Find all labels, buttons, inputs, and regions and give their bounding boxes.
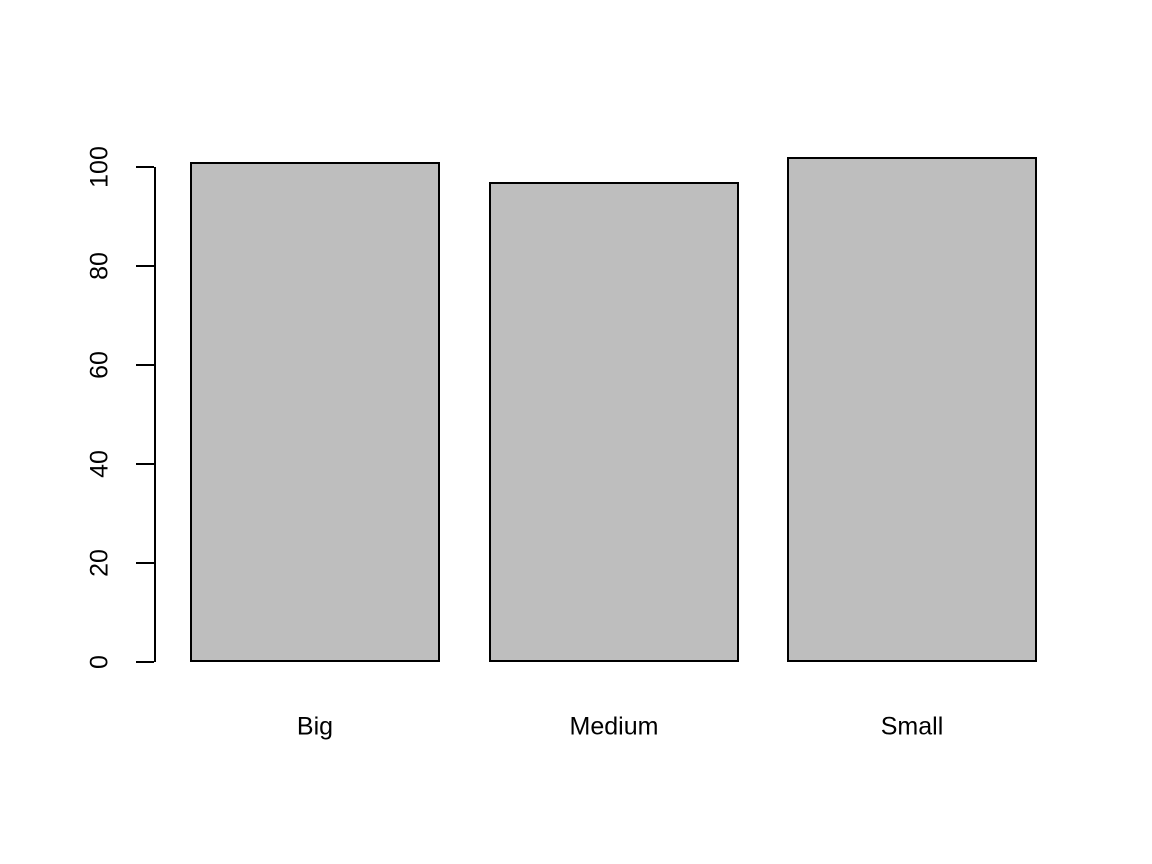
y-axis-tick bbox=[136, 265, 154, 267]
y-axis-tick-label: 100 bbox=[85, 146, 114, 188]
y-axis-tick bbox=[136, 166, 154, 168]
y-axis-tick-label: 60 bbox=[85, 351, 114, 379]
bar-big bbox=[190, 162, 440, 662]
x-axis-category-label: Small bbox=[880, 712, 944, 741]
y-axis-line bbox=[154, 167, 156, 662]
bar-small bbox=[787, 157, 1037, 662]
y-axis-tick-label: 0 bbox=[85, 655, 114, 669]
y-axis-tick bbox=[136, 463, 154, 465]
y-axis-tick-label: 40 bbox=[85, 450, 114, 478]
y-axis-tick bbox=[136, 562, 154, 564]
x-axis-category-label: Medium bbox=[569, 712, 659, 741]
y-axis-tick-label: 20 bbox=[85, 549, 114, 577]
bar-medium bbox=[489, 181, 739, 662]
y-axis-tick bbox=[136, 364, 154, 366]
x-axis-category-label: Big bbox=[296, 712, 334, 741]
y-axis-tick bbox=[136, 661, 154, 663]
y-axis-tick-label: 80 bbox=[85, 252, 114, 280]
